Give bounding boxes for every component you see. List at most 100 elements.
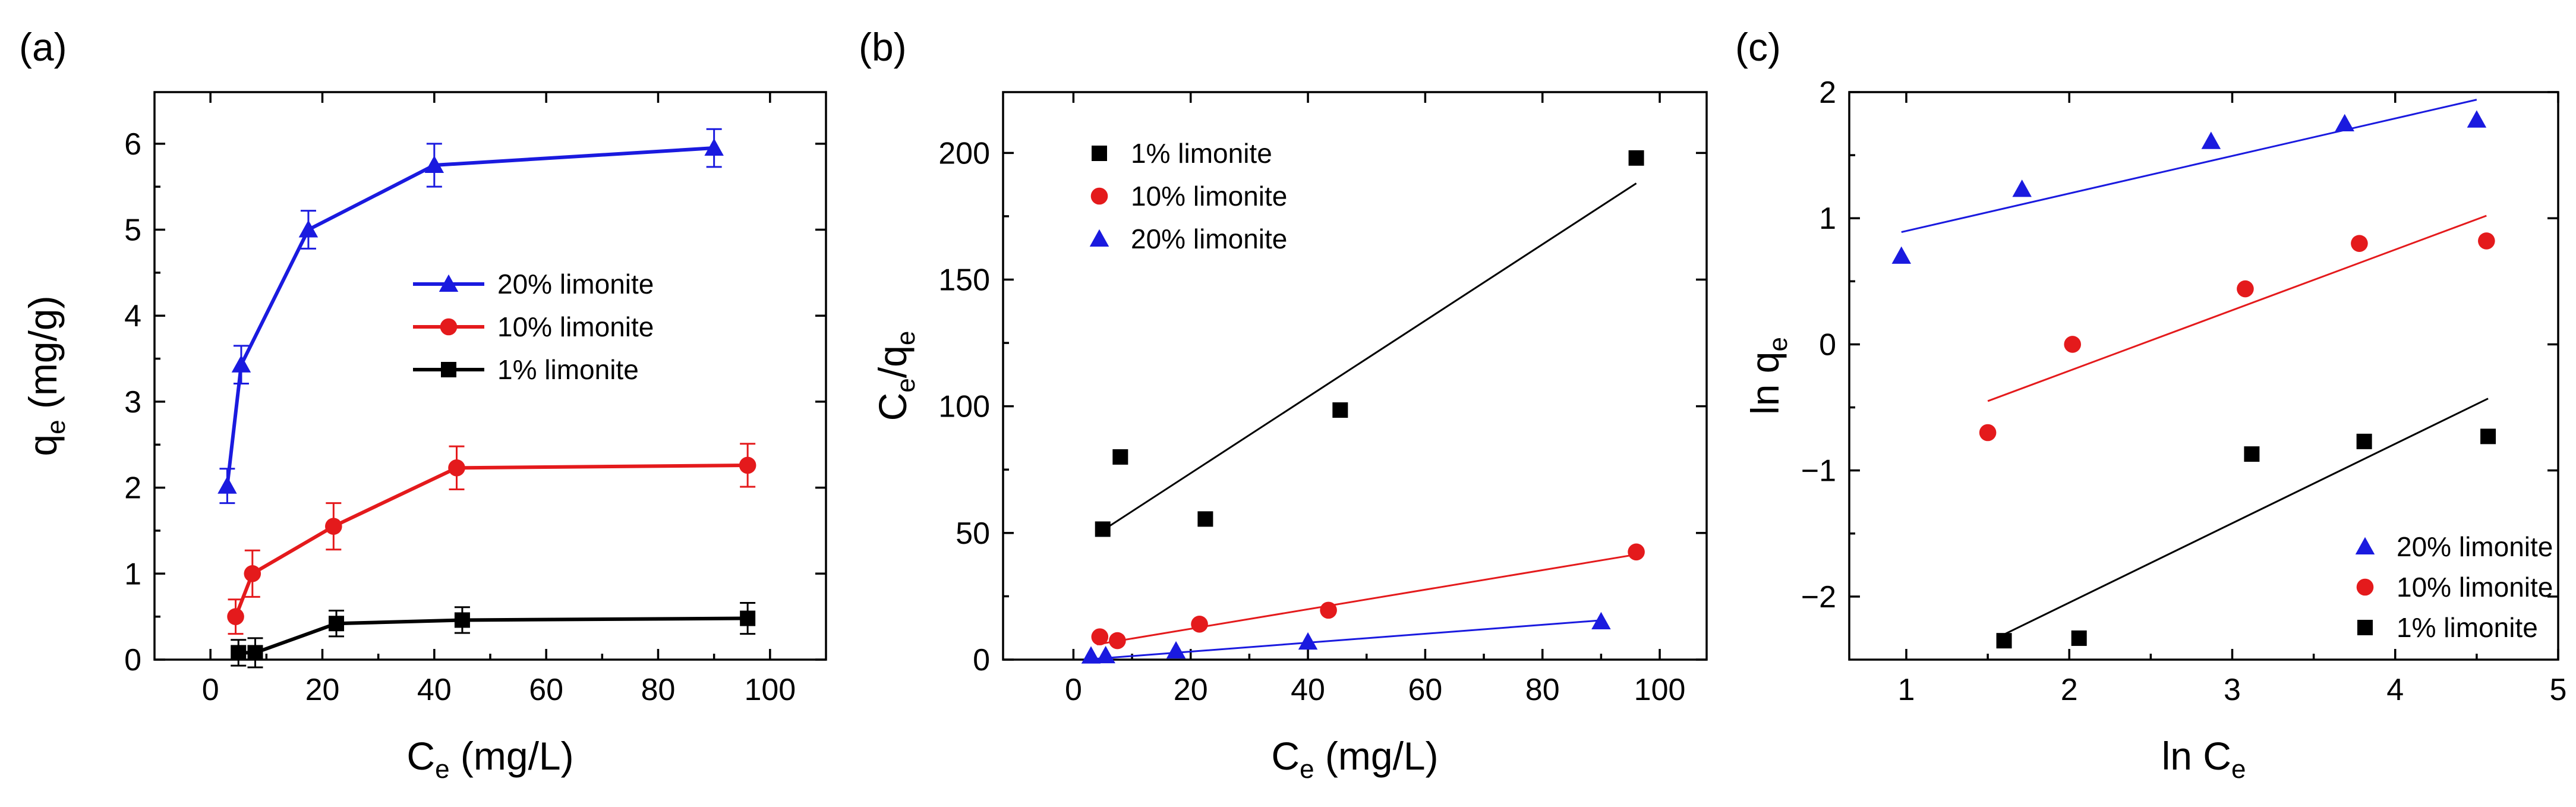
legend-marker — [1092, 146, 1107, 161]
legend-marker — [441, 362, 456, 377]
x-tick-label: 60 — [1408, 673, 1442, 707]
y-tick-label: 6 — [124, 127, 141, 162]
x-axis-title: Ce (mg/L) — [1271, 734, 1438, 784]
data-point — [1197, 511, 1213, 527]
x-tick-label: 20 — [1174, 673, 1208, 707]
data-point — [1628, 543, 1645, 561]
y-tick-label: 4 — [124, 299, 141, 333]
data-point — [2478, 232, 2495, 250]
legend-label: 20% limonite — [2397, 531, 2553, 562]
data-point — [2237, 280, 2254, 298]
x-axis-title-subscript: e — [435, 755, 449, 784]
data-point — [424, 155, 444, 173]
y-tick-label: 1 — [124, 557, 141, 591]
data-point — [1096, 645, 1115, 664]
series-10-limonite — [1979, 215, 2495, 442]
data-point — [1979, 424, 1997, 442]
data-point — [1095, 521, 1111, 537]
legend-label: 1% limonite — [1131, 138, 1272, 169]
y-tick-label: 0 — [973, 643, 990, 677]
y-tick-label: −2 — [1801, 580, 1836, 614]
legend-label: 10% limonite — [2397, 572, 2553, 603]
data-point — [1112, 449, 1128, 465]
data-point — [1091, 628, 1109, 645]
chart-c-plot: 1 2 3 4 5 −2 −1 0 1 2 ln Ce ln qe 20% limonite 10% li… — [1743, 75, 2566, 784]
x-tick-label: 100 — [1634, 673, 1686, 707]
data-point — [217, 476, 237, 494]
legend-label: 10% limonite — [497, 311, 654, 342]
series-20-limonite — [217, 128, 724, 505]
plot-frame — [1848, 91, 2559, 661]
legend: 20% limonite 10% limonite 1% limonite — [413, 269, 654, 385]
x-tick-label: 2 — [2061, 673, 2078, 707]
data-point — [298, 220, 319, 238]
data-point — [1081, 646, 1101, 664]
legend-label: 20% limonite — [497, 269, 654, 300]
x-tick-label: 80 — [641, 673, 676, 707]
data-point — [2480, 428, 2496, 445]
data-point — [448, 459, 465, 477]
legend-label: 20% limonite — [1131, 223, 1287, 254]
data-point — [2335, 114, 2354, 132]
x-tick-label: 60 — [529, 673, 563, 707]
x-tick-label: 0 — [202, 673, 219, 707]
y-tick-label: −1 — [1801, 454, 1836, 488]
data-point — [1891, 246, 1912, 264]
x-axis-title: Ce (mg/L) — [406, 734, 573, 784]
legend-marker — [2356, 578, 2374, 596]
y-tick-label: 0 — [124, 643, 141, 677]
legend-marker — [439, 274, 459, 292]
data-point — [2467, 110, 2487, 128]
y-tick-label: 5 — [124, 213, 141, 248]
data-point — [1298, 632, 1318, 650]
data-point — [1628, 150, 1644, 166]
fit-line — [1987, 215, 2487, 402]
panel-a-label: (a) — [19, 25, 67, 69]
y-tick-label: 3 — [124, 385, 141, 420]
y-tick-label: 200 — [938, 136, 990, 171]
data-point — [1591, 611, 1611, 630]
data-point — [2064, 336, 2082, 353]
data-point — [454, 612, 470, 628]
legend-label: 1% limonite — [2397, 612, 2538, 643]
data-point — [2351, 235, 2368, 252]
data-point — [2012, 179, 2032, 197]
x-axis-title: ln Ce — [2162, 734, 2246, 784]
data-point — [1320, 601, 1337, 619]
x-tick-label: 40 — [1291, 673, 1325, 707]
series-1-limonite — [1095, 150, 1644, 537]
y-axis-title-subscript: e — [891, 331, 920, 345]
legend-label: 1% limonite — [497, 354, 639, 385]
y-axis-title-subscript: e — [891, 378, 920, 392]
panel-b: (b) 0 20 40 60 80 100 0 50 100 150 200 Ce (mg/L) Ce/… — [859, 25, 1708, 784]
y-axis-title: qe (mg/g) — [21, 295, 71, 456]
fit-line — [1096, 553, 1637, 645]
data-point — [231, 355, 251, 373]
data-point — [1191, 616, 1208, 633]
x-tick-label: 40 — [417, 673, 452, 707]
panel-b-label: (b) — [859, 25, 907, 69]
y-tick-label: 2 — [124, 471, 141, 506]
legend: 20% limonite 10% limonite 1% limonite — [2355, 531, 2553, 643]
data-point — [740, 610, 756, 626]
y-tick-label: 0 — [1819, 327, 1836, 362]
series-20-limonite — [1891, 99, 2487, 264]
x-tick-label: 5 — [2550, 673, 2567, 707]
panel-c-label: (c) — [1735, 25, 1781, 69]
data-point — [244, 565, 261, 582]
x-tick-label: 1 — [1898, 673, 1915, 707]
data-point — [247, 645, 263, 661]
legend-marker — [2357, 620, 2373, 635]
y-tick-label: 100 — [938, 390, 990, 424]
x-axis-title-subscript: e — [2231, 755, 2246, 784]
legend-marker — [1090, 187, 1108, 205]
panel-c: (c) 1 2 3 4 5 −2 −1 0 1 2 ln Ce ln qe 20% limonite 10… — [1735, 25, 2566, 784]
y-axis-title-subscript: e — [42, 420, 71, 434]
chart-b-plot: 0 20 40 60 80 100 0 50 100 150 200 Ce (mg/L) Ce/qe 1%… — [871, 91, 1708, 784]
data-point — [739, 456, 756, 474]
series-10-limonite — [227, 443, 756, 635]
fit-line — [2003, 398, 2489, 635]
y-axis-title: ln qe — [1743, 337, 1793, 415]
x-tick-label: 100 — [744, 673, 796, 707]
